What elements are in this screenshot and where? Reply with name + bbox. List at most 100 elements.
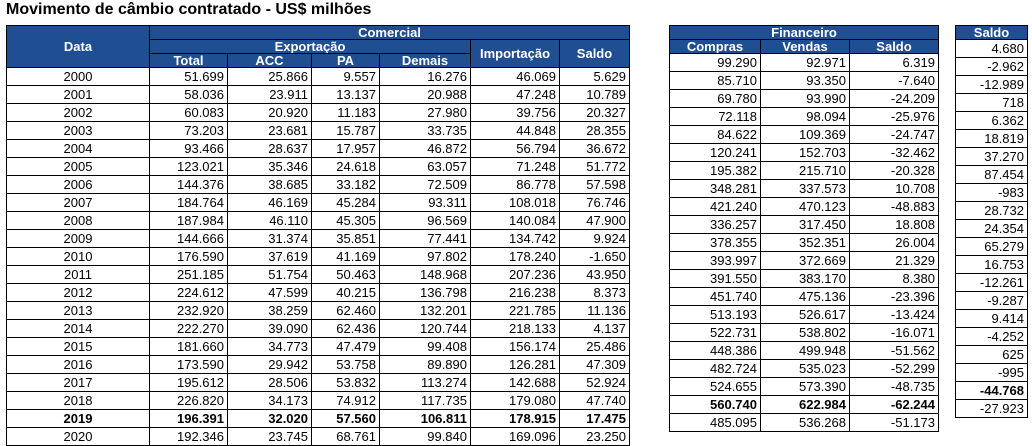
- cell-demais: 106.811: [379, 409, 471, 428]
- table-row: 2017 195.612 28.506 53.832 113.274 142.688 52.…: [6, 373, 630, 392]
- cell-importacao: 134.742: [470, 229, 560, 248]
- table-row: 393.997 372.669 21.329: [669, 251, 939, 270]
- cell-total: 176.590: [149, 247, 228, 266]
- cell-year: 2010: [6, 247, 150, 266]
- cell-pa: 47.479: [311, 337, 380, 356]
- cell-compras: 522.731: [669, 323, 761, 342]
- table-row: 524.655 573.390 -48.735: [669, 377, 939, 396]
- cell-acc: 38.259: [227, 301, 312, 320]
- cell-total: 123.021: [149, 157, 228, 176]
- header-comercial: Comercial: [149, 25, 630, 40]
- cell-saldo-financeiro: -51.173: [849, 413, 939, 432]
- cell-importacao: 207.236: [470, 265, 560, 284]
- table-row: 2009 144.666 31.374 35.851 77.441 134.742 9.92…: [6, 229, 630, 248]
- cell-saldo-financeiro: -24.747: [849, 125, 939, 144]
- cell-acc: 35.346: [227, 157, 312, 176]
- cell-demais: 27.980: [379, 103, 471, 122]
- cell-saldo-financeiro: -23.396: [849, 287, 939, 306]
- cell-pa: 45.305: [311, 211, 380, 230]
- table-row: -4.252: [955, 327, 1028, 346]
- cell-year: 2012: [6, 283, 150, 302]
- cell-saldo-financeiro: -24.209: [849, 89, 939, 108]
- cell-saldo-financeiro: 10.708: [849, 179, 939, 198]
- cell-compras: 391.550: [669, 269, 761, 288]
- cell-acc: 28.637: [227, 139, 312, 158]
- comercial-table-block: Data Comercial Exportação Importação Sal…: [6, 25, 630, 446]
- table-row: 6.362: [955, 111, 1028, 130]
- table-row: 65.279: [955, 237, 1028, 256]
- cell-year: 2016: [6, 355, 150, 374]
- header-demais: Demais: [379, 53, 471, 68]
- cell-acc: 34.773: [227, 337, 312, 356]
- cell-acc: 39.090: [227, 319, 312, 338]
- table-row: 2006 144.376 38.685 33.182 72.509 86.778 57.59…: [6, 175, 630, 194]
- cell-compras: 120.241: [669, 143, 761, 162]
- cell-vendas: 372.669: [760, 251, 850, 270]
- page-title: Movimento de câmbio contratado - US$ mil…: [6, 1, 372, 18]
- cell-saldo-financeiro: -51.562: [849, 341, 939, 360]
- cell-saldo-comercial: 8.373: [559, 283, 630, 302]
- cell-vendas: 475.136: [760, 287, 850, 306]
- table-row: 2016 173.590 29.942 53.758 89.890 126.281 47.3…: [6, 355, 630, 374]
- cell-saldo-financeiro: -7.640: [849, 71, 939, 90]
- cell-vendas: 215.710: [760, 161, 850, 180]
- cell-total: 58.036: [149, 85, 228, 104]
- cell-demais: 148.968: [379, 265, 471, 284]
- table-row: 84.622 109.369 -24.747: [669, 125, 939, 144]
- cell-compras: 336.257: [669, 215, 761, 234]
- header-compras: Compras: [669, 39, 761, 54]
- cell-pa: 35.851: [311, 229, 380, 248]
- cell-year: 2011: [6, 265, 150, 284]
- table-row: 391.550 383.170 8.380: [669, 269, 939, 288]
- cell-pa: 9.557: [311, 67, 380, 86]
- cell-compras: 195.382: [669, 161, 761, 180]
- table-row: 625: [955, 345, 1028, 364]
- table-row: 2002 60.083 20.920 11.183 27.980 39.756 20.327: [6, 103, 630, 122]
- table-row: -995: [955, 363, 1028, 382]
- cell-saldo-total: -983: [955, 183, 1028, 202]
- cell-saldo-comercial: 28.355: [559, 121, 630, 140]
- cell-acc: 25.866: [227, 67, 312, 86]
- cell-pa: 62.460: [311, 301, 380, 320]
- cell-year: 2004: [6, 139, 150, 158]
- cell-acc: 34.173: [227, 391, 312, 410]
- cell-importacao: 108.018: [470, 193, 560, 212]
- header-importacao: Importação: [470, 39, 560, 68]
- cell-vendas: 92.971: [760, 53, 850, 72]
- table-row: 378.355 352.351 26.004: [669, 233, 939, 252]
- cell-compras: 485.095: [669, 413, 761, 432]
- cell-pa: 45.284: [311, 193, 380, 212]
- cell-saldo-total: 4.680: [955, 39, 1028, 58]
- cell-pa: 62.436: [311, 319, 380, 338]
- cell-saldo-total: -995: [955, 363, 1028, 382]
- cell-importacao: 156.174: [470, 337, 560, 356]
- cell-pa: 53.832: [311, 373, 380, 392]
- cell-year: 2002: [6, 103, 150, 122]
- cell-vendas: 470.123: [760, 197, 850, 216]
- cell-year: 2001: [6, 85, 150, 104]
- table-row: -27.923: [955, 399, 1028, 418]
- cell-total: 181.660: [149, 337, 228, 356]
- cell-saldo-financeiro: -52.299: [849, 359, 939, 378]
- cell-saldo-comercial: 76.746: [559, 193, 630, 212]
- cell-total: 232.920: [149, 301, 228, 320]
- cell-acc: 37.619: [227, 247, 312, 266]
- cell-compras: 69.780: [669, 89, 761, 108]
- cell-total: 144.376: [149, 175, 228, 194]
- cell-saldo-financeiro: -48.883: [849, 197, 939, 216]
- cell-vendas: 499.948: [760, 341, 850, 360]
- cell-pa: 15.787: [311, 121, 380, 140]
- cell-saldo-comercial: 9.924: [559, 229, 630, 248]
- cell-importacao: 221.785: [470, 301, 560, 320]
- cell-saldo-comercial: 17.475: [559, 409, 630, 428]
- cell-total: 226.820: [149, 391, 228, 410]
- cell-saldo-total: 87.454: [955, 165, 1028, 184]
- saldo-table: Saldo 4.680 -2.962 -12.989 718 6.362 18.819 37…: [955, 25, 1028, 418]
- cell-importacao: 39.756: [470, 103, 560, 122]
- table-row: 16.753: [955, 255, 1028, 274]
- cell-vendas: 573.390: [760, 377, 850, 396]
- cell-compras: 451.740: [669, 287, 761, 306]
- header-vendas: Vendas: [760, 39, 850, 54]
- table-row: 522.731 538.802 -16.071: [669, 323, 939, 342]
- cell-total: 93.466: [149, 139, 228, 158]
